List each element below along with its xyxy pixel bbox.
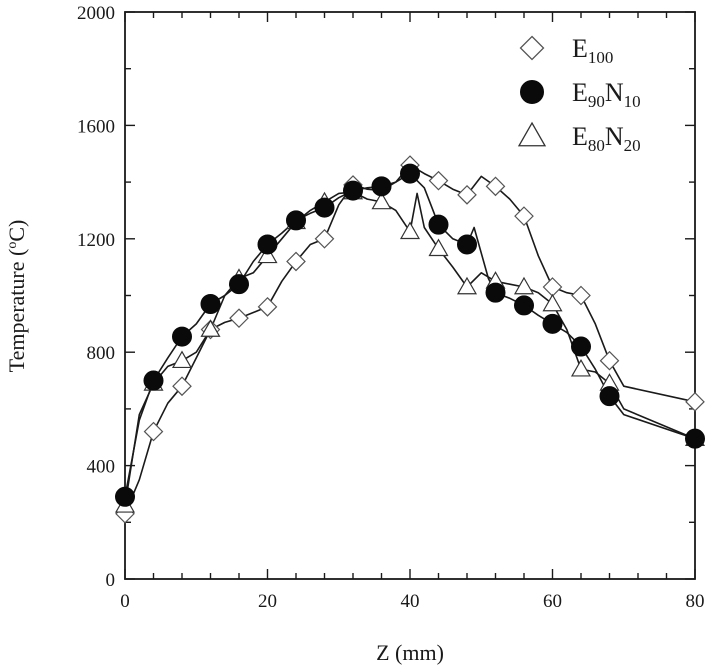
- y-axis-title: Temperature (oC): [4, 220, 29, 373]
- x-tick-label: 60: [543, 591, 562, 612]
- data-point-e90n10: [485, 282, 506, 303]
- legend-item-e100: E100: [519, 34, 613, 67]
- data-point-e100: [229, 308, 249, 329]
- data-point-e90n10: [371, 176, 392, 197]
- data-point-e100: [428, 170, 449, 191]
- y-tick-label: 0: [106, 570, 116, 591]
- x-tick-label: 40: [401, 591, 420, 612]
- data-point-e100: [457, 185, 477, 205]
- data-point-e100: [143, 421, 164, 442]
- legend-marker: [519, 35, 545, 61]
- data-point-e80n20: [399, 221, 421, 240]
- data-point-e90n10: [229, 274, 249, 295]
- legend-item-e90n10: E90N10: [520, 78, 641, 111]
- data-point-e100: [314, 228, 335, 249]
- data-point-e100: [286, 251, 306, 272]
- x-tick-label: 80: [686, 591, 705, 612]
- legend-marker: [517, 121, 547, 147]
- data-point-e100: [485, 176, 506, 197]
- data-point-e90n10: [457, 234, 477, 255]
- data-point-e90n10: [542, 313, 563, 334]
- y-tick-label: 2000: [77, 3, 115, 24]
- data-point-e100: [542, 277, 563, 297]
- legend-label: E100: [572, 34, 613, 67]
- y-tick-label: 1200: [77, 230, 115, 251]
- legend-label: E80N20: [572, 122, 641, 155]
- data-point-e100: [685, 391, 705, 412]
- y-axis-title-tail: C): [4, 220, 29, 242]
- legend-label: E90N10: [572, 78, 641, 111]
- markers-layer: [114, 155, 706, 524]
- data-point-e80n20: [542, 293, 563, 312]
- data-point-e90n10: [257, 234, 278, 255]
- data-point-e90n10: [599, 386, 620, 407]
- y-tick-label: 400: [87, 457, 116, 478]
- legend: E100 E90N10 E80N20: [517, 34, 641, 155]
- data-point-e80n20: [171, 350, 193, 369]
- data-point-e90n10: [172, 326, 192, 347]
- data-point-e90n10: [115, 486, 135, 507]
- data-point-e90n10: [286, 210, 306, 231]
- data-point-e90n10: [428, 214, 449, 235]
- data-point-e100: [571, 285, 591, 306]
- data-point-e80n20: [570, 359, 592, 377]
- x-tick-label: 20: [258, 591, 277, 612]
- legend-marker: [520, 80, 544, 104]
- data-point-e90n10: [143, 370, 164, 391]
- data-point-e80n20: [257, 245, 278, 264]
- data-point-e80n20: [428, 238, 449, 257]
- data-point-e90n10: [514, 295, 534, 316]
- data-point-e80n20: [513, 276, 535, 295]
- data-point-e100: [172, 376, 192, 397]
- axis-ticks: [124, 11, 696, 580]
- series-e100: [124, 164, 696, 515]
- data-point-e80n20: [200, 319, 221, 337]
- data-point-e100: [257, 296, 278, 317]
- data-point-e90n10: [685, 428, 705, 449]
- y-axis-title-main: Temperature (: [4, 249, 29, 373]
- data-point-e90n10: [400, 163, 420, 184]
- y-tick-label: 1600: [77, 116, 115, 137]
- data-point-e100: [514, 206, 534, 226]
- data-point-e90n10: [314, 197, 335, 218]
- data-point-e100: [599, 350, 620, 371]
- y-axis-title-superscript: o: [5, 242, 20, 249]
- x-tick-label: 0: [120, 591, 130, 612]
- data-point-e80n20: [456, 276, 478, 295]
- data-point-e90n10: [571, 336, 591, 357]
- data-point-e80n20: [371, 191, 392, 210]
- series-line-e100: [124, 164, 696, 515]
- data-point-e90n10: [200, 294, 221, 315]
- data-point-e90n10: [343, 180, 363, 201]
- series-layer: [114, 155, 706, 524]
- legend-item-e80n20: E80N20: [517, 121, 641, 155]
- x-axis-title: Z (mm): [376, 640, 444, 665]
- y-tick-label: 800: [87, 343, 116, 364]
